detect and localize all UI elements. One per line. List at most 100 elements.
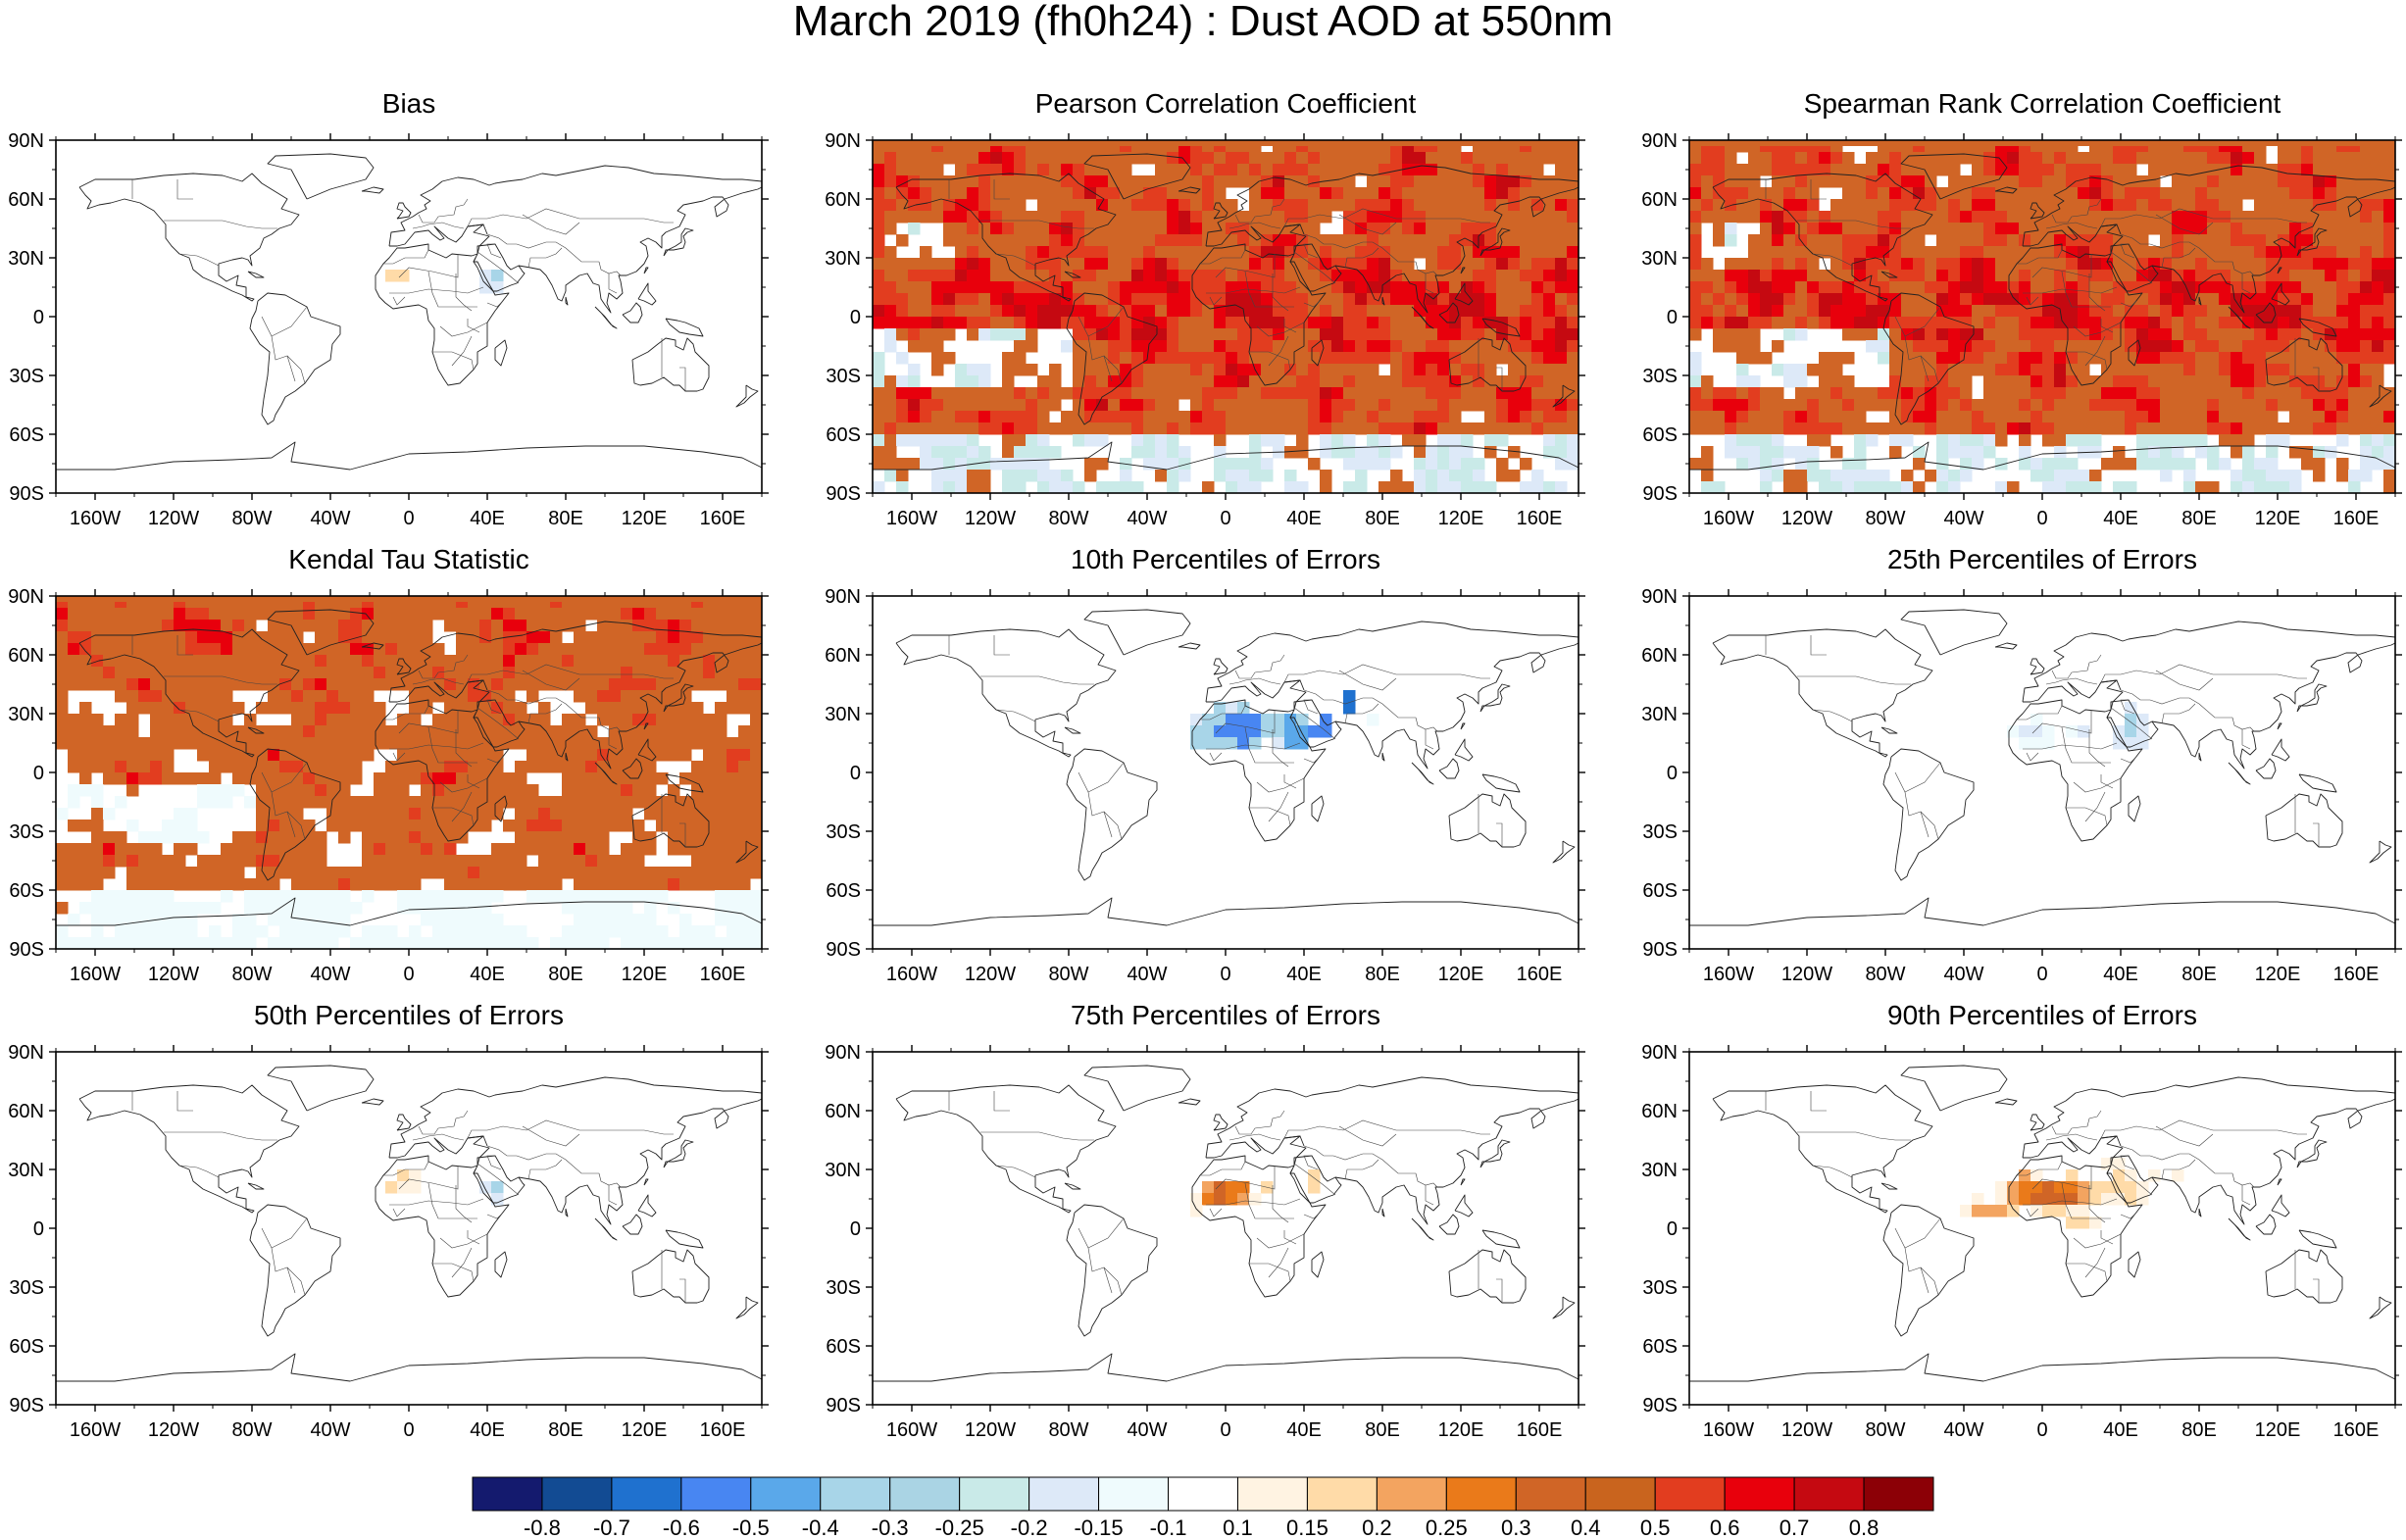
- lat-tick-label: 90S: [9, 939, 44, 961]
- lon-tick-label: 80E: [1365, 1419, 1400, 1441]
- colorbar-swatch: [750, 1476, 822, 1512]
- colorbar-label: -0.1: [1150, 1515, 1187, 1537]
- lon-tick-label: 160E: [1517, 964, 1563, 985]
- lat-tick-label: 60N: [1641, 189, 1678, 211]
- lon-tick-label: 80W: [231, 964, 272, 985]
- lat-tick-label: 90S: [1642, 483, 1678, 505]
- lat-tick-label: 90N: [1641, 130, 1678, 152]
- lat-tick-label: 30S: [1642, 821, 1678, 843]
- lat-tick-label: 90S: [826, 939, 861, 961]
- lon-tick-label: 160W: [1703, 964, 1754, 985]
- lat-tick-label: 0: [850, 1218, 861, 1240]
- map-p25: 90N 60N 30N 0 30S 60S 90S 160W 120W 80W 40W 0 40E 80E…: [1641, 586, 2402, 985]
- lon-tick-label: 160W: [70, 1419, 121, 1441]
- lon-tick-label: 40W: [310, 1419, 350, 1441]
- data-field: [2007, 702, 2149, 750]
- colorbar-swatch: [1793, 1476, 1865, 1512]
- lat-tick-label: 30S: [9, 1277, 44, 1299]
- colorbar-label: 0.4: [1571, 1515, 1601, 1537]
- country-borders: [948, 635, 1503, 847]
- data-field: [1960, 1158, 2184, 1229]
- lon-tick-label: 80E: [548, 508, 583, 529]
- lat-tick-label: 90S: [826, 483, 861, 505]
- lat-tick-label: 60S: [1642, 880, 1678, 902]
- lon-tick-label: 120W: [965, 1419, 1016, 1441]
- lon-tick-label: 80E: [2181, 964, 2217, 985]
- lon-tick-label: 0: [1220, 508, 1230, 529]
- colorbar-swatch: [1724, 1476, 1795, 1512]
- country-borders: [1765, 635, 2320, 847]
- colorbar-label: 0.5: [1640, 1515, 1671, 1537]
- coastlines: [56, 609, 763, 926]
- colorbar-swatch: [1098, 1476, 1170, 1512]
- lat-tick-label: 60N: [8, 645, 44, 667]
- lon-tick-label: 160W: [1703, 1419, 1754, 1441]
- data-field: [873, 140, 1579, 494]
- colorbar-swatch: [959, 1476, 1030, 1512]
- lat-tick-label: 0: [850, 307, 861, 328]
- lon-tick-label: 120E: [2255, 1419, 2301, 1441]
- panel-kendall: Kendal Tau Statistic 90N 60N 30N 0 30S 60S 90S…: [0, 544, 784, 1001]
- lon-tick-label: 120E: [1438, 1419, 1484, 1441]
- lat-tick-label: 0: [33, 763, 44, 784]
- lon-tick-label: 40E: [2103, 1419, 2138, 1441]
- lat-tick-label: 90S: [9, 1395, 44, 1416]
- lon-tick-label: 40E: [2103, 508, 2138, 529]
- lat-tick-label: 60N: [825, 645, 861, 667]
- lat-tick-label: 60N: [825, 1101, 861, 1122]
- lat-tick-label: 30N: [1641, 1160, 1678, 1181]
- lat-tick-label: 60N: [8, 1101, 44, 1122]
- lon-tick-label: 160E: [2333, 508, 2380, 529]
- colorbar-label: 0.2: [1362, 1515, 1392, 1537]
- coastlines: [1689, 1065, 2396, 1382]
- colorbar-swatch: [472, 1476, 543, 1512]
- lon-tick-label: 120E: [2255, 964, 2301, 985]
- lat-tick-label: 60N: [1641, 1101, 1678, 1122]
- colorbar-label: -0.25: [935, 1515, 984, 1537]
- lon-tick-label: 40E: [2103, 964, 2138, 985]
- lon-tick-label: 160W: [886, 508, 937, 529]
- lon-tick-label: 40W: [1127, 1419, 1167, 1441]
- lat-tick-label: 0: [850, 763, 861, 784]
- lon-tick-label: 160W: [1703, 508, 1754, 529]
- lon-tick-label: 40W: [310, 508, 350, 529]
- map-spearman: 90N 60N 30N 0 30S 60S 90S 160W 120W 80W 40W 0 40E 80E…: [1641, 130, 2402, 529]
- map-frame: [55, 1051, 763, 1406]
- lat-tick-label: 30S: [9, 821, 44, 843]
- panel-title: Bias: [381, 88, 436, 119]
- lon-tick-label: 40W: [1943, 508, 1983, 529]
- coastlines: [56, 1065, 763, 1382]
- lat-tick-label: 60N: [1641, 645, 1678, 667]
- panel-spearman: Spearman Rank Correlation Coefficient 90…: [1633, 88, 2406, 545]
- lat-tick-label: 30S: [826, 1277, 861, 1299]
- colorbar-label: 0.25: [1426, 1515, 1468, 1537]
- lat-tick-label: 90S: [826, 1395, 861, 1416]
- colorbar-label: 0.8: [1849, 1515, 1880, 1537]
- map-frame: [1688, 1051, 2396, 1406]
- country-borders: [131, 635, 686, 847]
- lon-tick-label: 160E: [1517, 508, 1563, 529]
- lon-tick-label: 80W: [1865, 508, 1905, 529]
- lon-tick-label: 120W: [148, 508, 199, 529]
- lon-tick-label: 40E: [470, 1419, 505, 1441]
- colorbar-label: -0.15: [1074, 1515, 1123, 1537]
- lon-tick-label: 40E: [1286, 964, 1322, 985]
- map-frame: [1688, 595, 2396, 950]
- panel-p75: 75th Percentiles of Errors 90N 60N 30N 0 30S…: [817, 1000, 1601, 1457]
- lon-tick-label: 40W: [1127, 508, 1167, 529]
- lat-tick-label: 30S: [9, 366, 44, 387]
- panel-p25: 25th Percentiles of Errors 90N 60N 30N 0 30S…: [1633, 544, 2406, 1001]
- colorbar-swatch: [1376, 1476, 1447, 1512]
- lon-tick-label: 120W: [148, 1419, 199, 1441]
- map-frame: [55, 139, 763, 494]
- lon-tick-label: 0: [1220, 964, 1230, 985]
- lat-tick-label: 0: [1667, 763, 1678, 784]
- lon-tick-label: 0: [403, 508, 414, 529]
- map-p90: 90N 60N 30N 0 30S 60S 90S 160W 120W 80W 40W 0 40E 80E…: [1641, 1042, 2402, 1441]
- country-borders: [948, 179, 1503, 391]
- colorbar-label: 0.15: [1286, 1515, 1328, 1537]
- colorbar-label: -0.5: [732, 1515, 770, 1537]
- lon-tick-label: 40W: [1127, 964, 1167, 985]
- data-field: [385, 270, 504, 294]
- lon-tick-label: 160W: [886, 964, 937, 985]
